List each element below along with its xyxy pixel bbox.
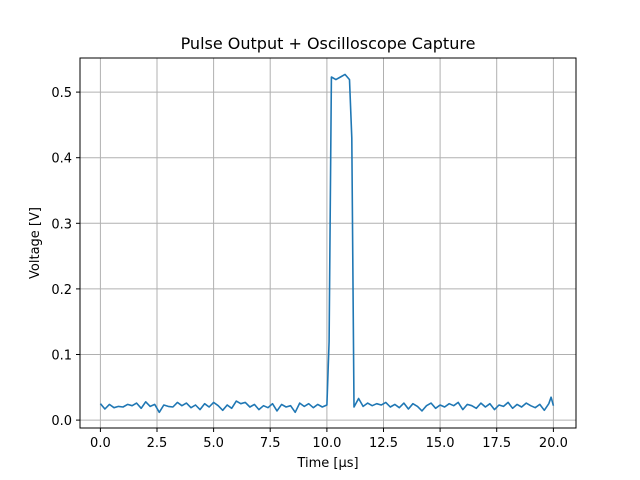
- series-layer: [99, 73, 555, 414]
- x-tick-label: 12.5: [369, 436, 398, 451]
- x-axis-ticks: 0.0 2.5 5.0 7.5 10.0 12.5 15.0 17.5 20.0: [90, 428, 568, 451]
- y-tick-label: 0.5: [51, 86, 72, 101]
- y-tick-label: 0.2: [51, 283, 72, 298]
- x-tick-label: 7.5: [260, 436, 281, 451]
- x-tick-label: 15.0: [426, 436, 455, 451]
- y-tick-label: 0.4: [51, 152, 72, 167]
- x-tick-label: 20.0: [539, 436, 568, 451]
- x-tick-label: 2.5: [147, 436, 168, 451]
- series-line: [99, 73, 555, 414]
- y-tick-label: 0.1: [51, 349, 72, 364]
- x-tick-label: 17.5: [482, 436, 511, 451]
- x-tick-label: 10.0: [312, 436, 341, 451]
- y-axis-ticks: 0.0 0.1 0.2 0.3 0.4 0.5: [51, 86, 80, 429]
- plot-frame: [79, 57, 577, 429]
- y-axis-label: Voltage [V]: [28, 207, 43, 279]
- y-tick-label: 0.3: [51, 217, 72, 232]
- x-tick-label: 0.0: [90, 436, 111, 451]
- y-tick-label: 0.0: [51, 414, 72, 429]
- x-axis-label: Time [µs]: [296, 456, 358, 471]
- x-tick-label: 5.0: [203, 436, 224, 451]
- chart-title: Pulse Output + Oscilloscope Capture: [181, 34, 476, 53]
